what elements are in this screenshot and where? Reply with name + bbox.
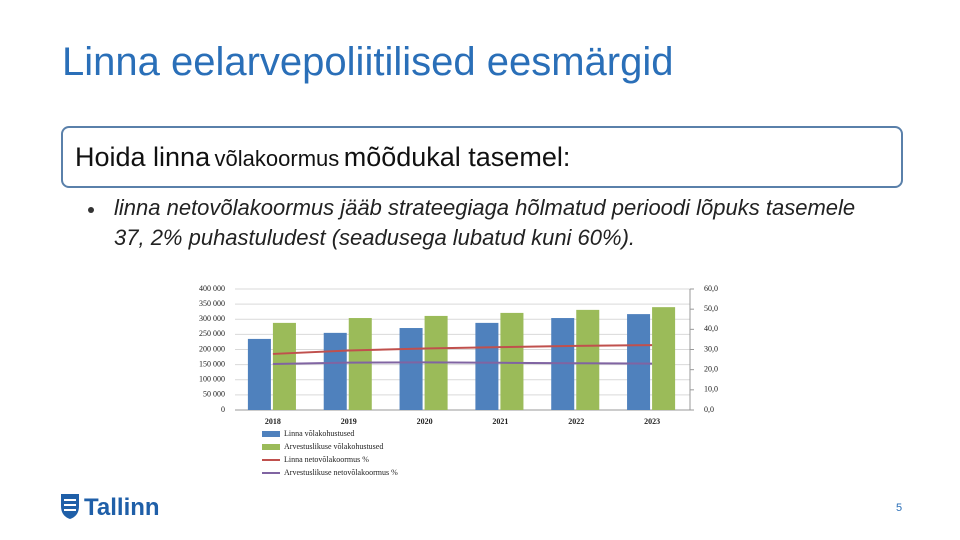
bar bbox=[247, 338, 271, 410]
box-part: võlakoormus bbox=[214, 146, 340, 171]
y-tick-label: 350 000 bbox=[199, 299, 225, 308]
bar bbox=[576, 309, 600, 410]
bar bbox=[272, 322, 296, 410]
logo-text: Tallinn bbox=[84, 494, 160, 521]
bar bbox=[348, 318, 372, 410]
legend-label: Linna võlakohustused bbox=[284, 429, 354, 438]
box-text: Hoida linna võlakoormus mõõdukal tasemel… bbox=[75, 142, 570, 173]
y-tick-label: 250 000 bbox=[199, 329, 225, 338]
legend-swatch bbox=[262, 444, 280, 450]
y-tick-label: 400 000 bbox=[199, 284, 225, 293]
line bbox=[272, 344, 653, 355]
y-tick-label: 0 bbox=[221, 405, 225, 414]
y-tick-label: 300 000 bbox=[199, 314, 225, 323]
page-number: 5 bbox=[896, 502, 903, 514]
x-tick-label: 2023 bbox=[644, 417, 660, 426]
box-part: mõõdukal tasemel: bbox=[343, 142, 571, 172]
bar bbox=[652, 307, 676, 410]
y2-tick-label: 40,0 bbox=[704, 324, 718, 333]
y-tick-label: 200 000 bbox=[199, 344, 225, 353]
box-part: Hoida linna bbox=[75, 142, 211, 172]
x-tick-label: 2020 bbox=[417, 417, 433, 426]
bar bbox=[627, 314, 651, 410]
highlight-box: Hoida linna võlakoormus mõõdukal tasemel… bbox=[61, 126, 903, 188]
bar bbox=[399, 328, 423, 410]
legend-swatch bbox=[262, 431, 280, 437]
bar bbox=[500, 312, 524, 410]
y2-tick-label: 60,0 bbox=[704, 284, 718, 293]
y2-tick-label: 30,0 bbox=[704, 344, 718, 353]
logo-icon bbox=[61, 494, 79, 519]
line bbox=[272, 361, 653, 366]
y-tick-label: 100 000 bbox=[199, 375, 225, 384]
bullet-text: linna netovõlakoormus jääb strateegiaga … bbox=[114, 195, 856, 250]
bar bbox=[475, 322, 499, 410]
y-tick-label: 50 000 bbox=[203, 390, 225, 399]
x-tick-label: 2018 bbox=[265, 417, 281, 426]
y2-tick-label: 10,0 bbox=[704, 385, 718, 394]
legend-label: Arvestuslikuse võlakohustused bbox=[284, 442, 383, 451]
x-tick-label: 2019 bbox=[341, 417, 357, 426]
slide-title: Linna eelarvepoliitilised eesmärgid bbox=[62, 40, 674, 84]
y2-tick-label: 0,0 bbox=[704, 405, 714, 414]
y2-tick-label: 20,0 bbox=[704, 364, 718, 373]
x-tick-label: 2022 bbox=[568, 417, 584, 426]
x-tick-label: 2021 bbox=[492, 417, 508, 426]
bar bbox=[323, 332, 347, 410]
legend-label: Linna netovõlakoormus % bbox=[284, 455, 369, 464]
y2-tick-label: 50,0 bbox=[704, 304, 718, 313]
bullet-marker bbox=[88, 207, 94, 213]
y-tick-label: 150 000 bbox=[199, 359, 225, 368]
legend-label: Arvestuslikuse netovõlakoormus % bbox=[284, 468, 398, 477]
